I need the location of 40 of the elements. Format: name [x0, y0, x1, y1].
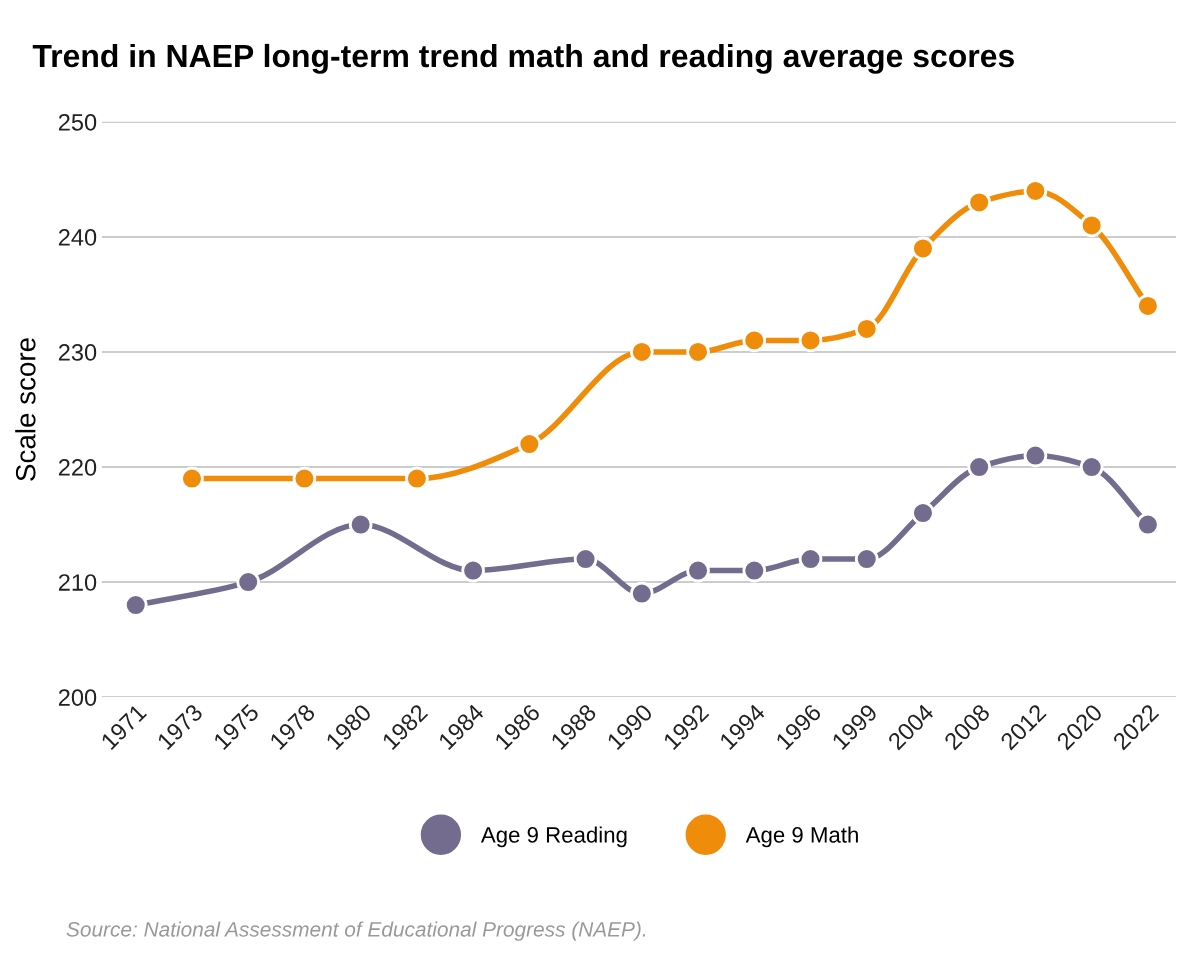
chart-title: Trend in NAEP long-term trend math and reading average scores	[32, 43, 1014, 74]
point	[967, 190, 991, 215]
point	[1136, 294, 1160, 318]
y-tick-label: 210	[58, 574, 97, 591]
point	[1079, 455, 1104, 479]
legend-label: Age 9 Math	[745, 826, 858, 848]
point	[967, 455, 991, 479]
point	[123, 593, 148, 617]
point	[854, 317, 879, 341]
point	[742, 328, 767, 353]
point	[742, 558, 767, 583]
point	[1023, 179, 1048, 203]
point	[1079, 213, 1104, 238]
point	[798, 328, 823, 353]
point	[348, 512, 373, 537]
source-note: Source: National Assessment of Educational Progress (NAEP).	[66, 921, 646, 941]
point	[911, 501, 935, 525]
y-tick-label: 200	[58, 689, 97, 706]
point	[686, 558, 710, 583]
point	[911, 236, 935, 261]
point	[686, 340, 710, 364]
y-tick-label: 240	[58, 228, 97, 246]
point	[292, 466, 317, 491]
point	[854, 547, 879, 571]
point	[798, 547, 823, 571]
point	[630, 581, 654, 606]
point	[1023, 443, 1048, 468]
point	[461, 558, 485, 583]
y-tick-label: 230	[58, 344, 97, 361]
point	[180, 466, 204, 491]
point	[236, 570, 261, 594]
point	[630, 340, 654, 364]
point	[405, 466, 429, 491]
y-tick-label: 220	[58, 459, 97, 476]
point	[517, 432, 542, 456]
point	[1136, 512, 1160, 537]
legend-label: Age 9 Reading	[480, 826, 627, 848]
y-tick-label: 250	[58, 113, 97, 131]
point	[573, 547, 598, 571]
y-axis-title: Scale score	[15, 338, 36, 481]
